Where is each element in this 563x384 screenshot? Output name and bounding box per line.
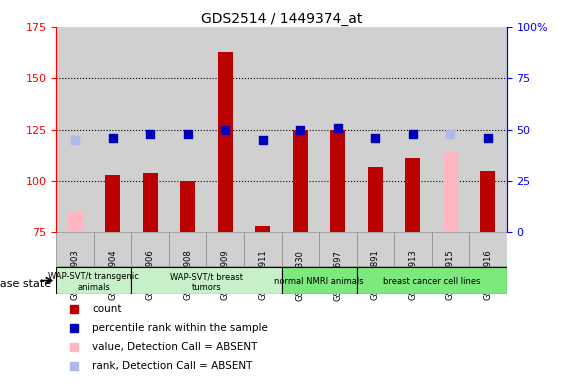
Text: GSM143911: GSM143911: [258, 250, 267, 300]
Bar: [319, 27, 356, 232]
Text: GSM143906: GSM143906: [146, 250, 155, 300]
Text: normal NMRI animals: normal NMRI animals: [274, 277, 364, 286]
Text: WAP-SVT/t breast: WAP-SVT/t breast: [170, 272, 243, 281]
Bar: [169, 232, 207, 266]
Bar: [255, 226, 270, 232]
Text: GSM143697: GSM143697: [333, 250, 342, 301]
Bar: [282, 267, 356, 294]
Point: [484, 135, 493, 141]
Bar: [131, 232, 169, 266]
Bar: [169, 27, 207, 232]
Bar: [94, 232, 131, 266]
Bar: [282, 232, 319, 266]
Bar: [330, 130, 345, 232]
Bar: [405, 159, 421, 232]
Bar: [56, 267, 131, 294]
Bar: [293, 130, 308, 232]
Point: [70, 137, 79, 143]
Text: percentile rank within the sample: percentile rank within the sample: [92, 323, 268, 333]
Bar: [356, 267, 507, 294]
Bar: [432, 232, 469, 266]
Bar: [469, 232, 507, 266]
Bar: [207, 27, 244, 232]
Point: [446, 131, 455, 137]
Text: GSM143913: GSM143913: [408, 250, 417, 300]
Text: GSM143916: GSM143916: [484, 250, 493, 300]
Point: [183, 131, 192, 137]
Text: GSM143330: GSM143330: [296, 250, 305, 301]
Text: GSM143908: GSM143908: [183, 250, 192, 300]
Text: animals: animals: [77, 283, 110, 293]
Text: count: count: [92, 304, 122, 314]
Bar: [56, 232, 94, 266]
Bar: [356, 27, 394, 232]
Bar: [394, 232, 432, 266]
Text: WAP-SVT/t transgenic: WAP-SVT/t transgenic: [48, 272, 139, 281]
Bar: [244, 27, 282, 232]
Text: GSM143909: GSM143909: [221, 250, 230, 300]
Point: [333, 124, 342, 131]
Bar: [56, 27, 94, 232]
Bar: [244, 232, 282, 266]
Bar: [105, 175, 120, 232]
Bar: [356, 232, 394, 266]
Bar: [469, 27, 507, 232]
Text: value, Detection Call = ABSENT: value, Detection Call = ABSENT: [92, 342, 258, 352]
Title: GDS2514 / 1449374_at: GDS2514 / 1449374_at: [201, 12, 362, 26]
Point: [146, 131, 155, 137]
Bar: [282, 27, 319, 232]
Text: disease state: disease state: [0, 280, 51, 290]
Bar: [368, 167, 383, 232]
Bar: [432, 27, 469, 232]
Bar: [218, 51, 233, 232]
Text: breast cancer cell lines: breast cancer cell lines: [383, 277, 480, 286]
Text: rank, Detection Call = ABSENT: rank, Detection Call = ABSENT: [92, 361, 253, 371]
Text: GSM143891: GSM143891: [371, 250, 380, 300]
Text: GSM143903: GSM143903: [70, 250, 79, 300]
Bar: [68, 212, 83, 232]
Point: [296, 127, 305, 133]
Point: [371, 135, 380, 141]
Bar: [319, 232, 356, 266]
Bar: [94, 27, 131, 232]
Point: [221, 127, 230, 133]
Bar: [394, 27, 432, 232]
Point: [258, 137, 267, 143]
Bar: [131, 27, 169, 232]
Bar: [480, 171, 495, 232]
Point: [408, 131, 417, 137]
Bar: [443, 152, 458, 232]
Point: [108, 135, 117, 141]
Bar: [131, 267, 282, 294]
Bar: [180, 181, 195, 232]
Bar: [207, 232, 244, 266]
Text: GSM143915: GSM143915: [446, 250, 455, 300]
Bar: [142, 173, 158, 232]
Text: tumors: tumors: [191, 283, 221, 293]
Text: GSM143904: GSM143904: [108, 250, 117, 300]
